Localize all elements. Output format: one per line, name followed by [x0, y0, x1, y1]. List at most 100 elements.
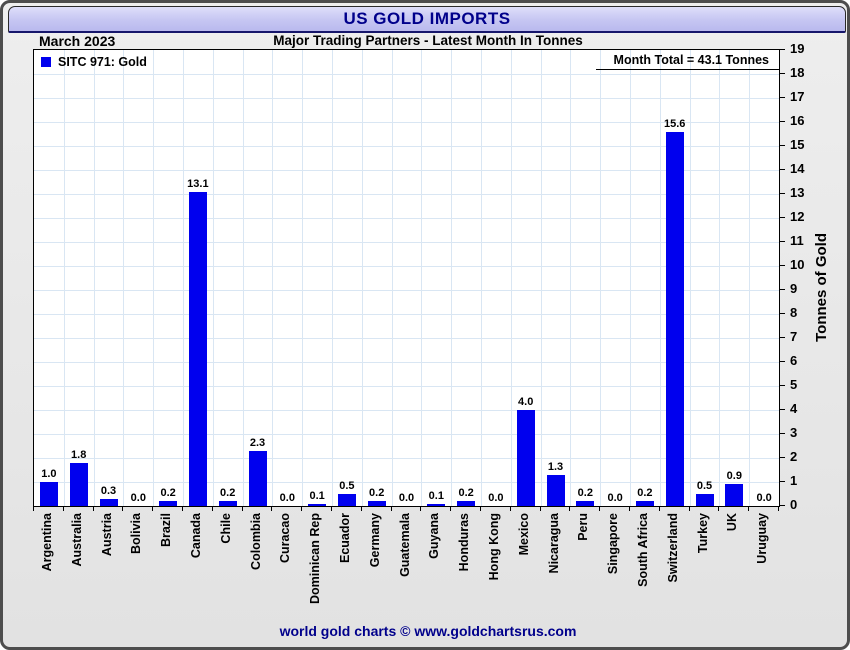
- bar-australia: [69, 462, 88, 506]
- bar-value-label: 1.3: [547, 460, 564, 473]
- v-gridline: [600, 50, 601, 506]
- v-gridline: [511, 50, 512, 506]
- x-label-peru: Peru: [576, 513, 591, 541]
- y-tick-label: 0: [790, 497, 798, 512]
- y-tick: [779, 97, 785, 98]
- y-tick: [779, 385, 785, 386]
- y-tick-label: 4: [790, 401, 798, 416]
- x-tick: [242, 506, 243, 511]
- bar-value-label: 0.2: [220, 487, 236, 500]
- y-tick: [779, 313, 785, 314]
- y-tick-label: 1: [790, 473, 798, 488]
- y-tick-label: 7: [790, 329, 798, 344]
- h-gridline: [34, 218, 779, 219]
- y-tick-label: 8: [790, 305, 798, 320]
- x-label-uruguay: Uruguay: [755, 513, 770, 564]
- y-tick-label: 17: [790, 89, 805, 104]
- bar-value-label: 0.2: [577, 487, 593, 500]
- x-label-honduras: Honduras: [457, 513, 472, 572]
- bar-value-label: 0.2: [458, 487, 474, 500]
- y-tick-label: 11: [790, 233, 804, 248]
- bar-south-africa: [635, 501, 654, 506]
- v-gridline: [123, 50, 124, 506]
- legend-blue-square-icon: [41, 57, 51, 67]
- bar-value-label: 1.8: [71, 448, 87, 461]
- y-tick-label: 5: [790, 377, 798, 392]
- bar-value-label: 0.0: [279, 492, 295, 504]
- bar-germany: [367, 501, 386, 506]
- v-gridline: [64, 50, 65, 506]
- bar-value-label: 0.2: [637, 487, 653, 500]
- h-gridline: [34, 170, 779, 171]
- x-label-argentina: Argentina: [39, 513, 54, 572]
- h-gridline: [34, 338, 779, 339]
- x-label-canada: Canada: [188, 513, 203, 559]
- bar-value-label: 1.0: [41, 468, 57, 480]
- h-gridline: [34, 98, 779, 99]
- y-tick-label: 14: [790, 161, 805, 176]
- period-label: March 2023: [39, 33, 116, 49]
- v-gridline: [362, 50, 363, 506]
- h-gridline: [34, 266, 779, 267]
- y-tick-label: 12: [790, 209, 805, 224]
- x-tick: [748, 506, 749, 511]
- v-gridline: [481, 50, 482, 506]
- chart-title: US GOLD IMPORTS: [343, 9, 511, 28]
- x-label-ecuador: Ecuador: [337, 513, 352, 564]
- y-tick: [779, 337, 785, 338]
- y-tick-label: 10: [790, 257, 805, 272]
- x-tick: [659, 506, 660, 511]
- y-tick: [779, 193, 785, 194]
- v-gridline: [570, 50, 571, 506]
- bar-colombia: [248, 450, 267, 506]
- x-tick: [122, 506, 123, 511]
- x-label-curacao: Curacao: [278, 513, 293, 564]
- y-tick-label: 13: [790, 185, 805, 200]
- x-label-australia: Australia: [69, 513, 84, 567]
- x-tick: [152, 506, 153, 511]
- y-tick: [779, 361, 785, 362]
- bar-peru: [576, 501, 595, 506]
- v-gridline: [153, 50, 154, 506]
- x-tick: [93, 506, 94, 511]
- bar-guyana: [427, 503, 446, 506]
- x-label-chile: Chile: [218, 513, 233, 544]
- h-gridline: [34, 194, 779, 195]
- legend: SITC 971: Gold: [41, 55, 147, 69]
- bar-honduras: [457, 501, 476, 506]
- v-gridline: [94, 50, 95, 506]
- y-tick-label: 16: [790, 113, 805, 128]
- v-gridline: [541, 50, 542, 506]
- bar-value-label: 0.0: [398, 492, 415, 504]
- x-tick: [599, 506, 600, 511]
- x-tick: [420, 506, 421, 511]
- y-tick: [779, 145, 785, 146]
- v-gridline: [302, 50, 303, 506]
- y-tick: [779, 289, 785, 290]
- bar-value-label: 0.2: [160, 487, 176, 500]
- y-tick-label: 3: [790, 425, 798, 440]
- y-tick: [779, 409, 785, 410]
- h-gridline: [34, 482, 779, 483]
- x-tick: [718, 506, 719, 511]
- h-gridline: [34, 146, 779, 147]
- v-gridline: [421, 50, 422, 506]
- x-tick: [569, 506, 570, 511]
- x-tick: [212, 506, 213, 511]
- x-tick: [450, 506, 451, 511]
- v-gridline: [690, 50, 691, 506]
- v-gridline: [183, 50, 184, 506]
- chart-subtitle: Major Trading Partners - Latest Month In…: [273, 33, 583, 48]
- x-tick: [271, 506, 272, 511]
- h-gridline: [34, 386, 779, 387]
- x-tick: [391, 506, 392, 511]
- h-gridline: [34, 290, 779, 291]
- bar-value-label: 0.2: [369, 487, 385, 500]
- v-gridline: [630, 50, 631, 506]
- bar-austria: [99, 498, 118, 506]
- y-axis-title: Tonnes of Gold: [813, 233, 830, 342]
- v-gridline: [213, 50, 214, 506]
- h-gridline: [34, 242, 779, 243]
- x-label-brazil: Brazil: [159, 513, 174, 548]
- x-tick: [63, 506, 64, 511]
